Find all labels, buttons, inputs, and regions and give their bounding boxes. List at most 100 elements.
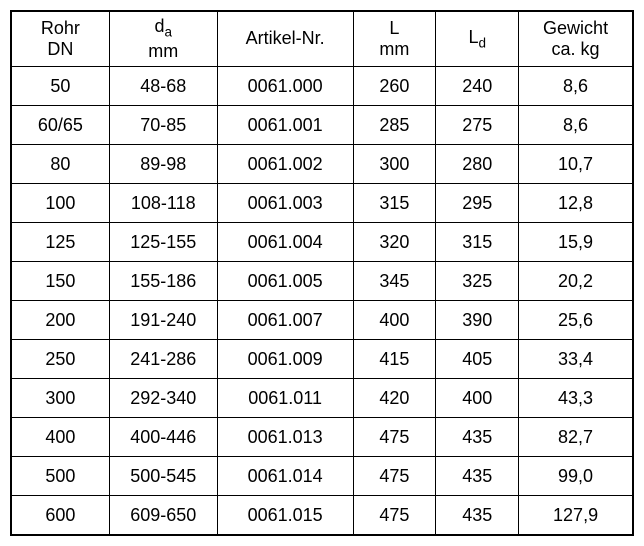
- cell-l_mm: 400: [353, 301, 436, 340]
- cell-gewicht: 8,6: [519, 106, 633, 145]
- cell-artikel_nr: 0061.005: [217, 262, 353, 301]
- cell-ld: 315: [436, 223, 519, 262]
- col-header-line2: mm: [379, 39, 409, 59]
- col-header-ld: Ld: [436, 11, 519, 67]
- cell-l_mm: 420: [353, 379, 436, 418]
- cell-gewicht: 12,8: [519, 184, 633, 223]
- cell-rohr_dn: 200: [11, 301, 109, 340]
- cell-da_mm: 108-118: [109, 184, 217, 223]
- col-header-line1: d: [155, 16, 165, 36]
- cell-artikel_nr: 0061.015: [217, 496, 353, 536]
- cell-rohr_dn: 600: [11, 496, 109, 536]
- cell-ld: 325: [436, 262, 519, 301]
- cell-ld: 240: [436, 67, 519, 106]
- cell-gewicht: 15,9: [519, 223, 633, 262]
- cell-l_mm: 315: [353, 184, 436, 223]
- cell-gewicht: 33,4: [519, 340, 633, 379]
- table-row: 600609-6500061.015475435127,9: [11, 496, 633, 536]
- cell-rohr_dn: 80: [11, 145, 109, 184]
- cell-rohr_dn: 500: [11, 457, 109, 496]
- cell-ld: 390: [436, 301, 519, 340]
- cell-ld: 280: [436, 145, 519, 184]
- col-header-line1: L: [468, 27, 478, 47]
- cell-da_mm: 241-286: [109, 340, 217, 379]
- cell-ld: 400: [436, 379, 519, 418]
- col-header-sub: a: [165, 25, 173, 40]
- table-row: 400400-4460061.01347543582,7: [11, 418, 633, 457]
- col-header-line1: L: [389, 18, 399, 38]
- col-header-sub: d: [478, 35, 486, 50]
- table-row: 150155-1860061.00534532520,2: [11, 262, 633, 301]
- cell-gewicht: 43,3: [519, 379, 633, 418]
- cell-l_mm: 285: [353, 106, 436, 145]
- col-header-gewicht: Gewichtca. kg: [519, 11, 633, 67]
- cell-artikel_nr: 0061.009: [217, 340, 353, 379]
- cell-artikel_nr: 0061.014: [217, 457, 353, 496]
- cell-rohr_dn: 250: [11, 340, 109, 379]
- cell-l_mm: 415: [353, 340, 436, 379]
- col-header-line2: mm: [148, 41, 178, 61]
- col-header-rohr_dn: RohrDN: [11, 11, 109, 67]
- cell-l_mm: 475: [353, 496, 436, 536]
- col-header-da_mm: damm: [109, 11, 217, 67]
- cell-artikel_nr: 0061.002: [217, 145, 353, 184]
- cell-l_mm: 475: [353, 457, 436, 496]
- col-header-line2: ca. kg: [552, 39, 600, 59]
- cell-gewicht: 20,2: [519, 262, 633, 301]
- cell-da_mm: 609-650: [109, 496, 217, 536]
- cell-gewicht: 25,6: [519, 301, 633, 340]
- col-header-artikel_nr: Artikel-Nr.: [217, 11, 353, 67]
- cell-artikel_nr: 0061.001: [217, 106, 353, 145]
- table-row: 8089-980061.00230028010,7: [11, 145, 633, 184]
- cell-da_mm: 292-340: [109, 379, 217, 418]
- cell-gewicht: 82,7: [519, 418, 633, 457]
- cell-artikel_nr: 0061.013: [217, 418, 353, 457]
- cell-da_mm: 89-98: [109, 145, 217, 184]
- cell-ld: 435: [436, 457, 519, 496]
- cell-artikel_nr: 0061.007: [217, 301, 353, 340]
- cell-gewicht: 99,0: [519, 457, 633, 496]
- cell-l_mm: 345: [353, 262, 436, 301]
- cell-artikel_nr: 0061.003: [217, 184, 353, 223]
- cell-l_mm: 260: [353, 67, 436, 106]
- cell-l_mm: 300: [353, 145, 436, 184]
- cell-da_mm: 191-240: [109, 301, 217, 340]
- col-header-l_mm: Lmm: [353, 11, 436, 67]
- cell-ld: 295: [436, 184, 519, 223]
- cell-ld: 435: [436, 496, 519, 536]
- col-header-line1: Rohr: [41, 18, 80, 38]
- cell-artikel_nr: 0061.000: [217, 67, 353, 106]
- col-header-line2: DN: [47, 39, 73, 59]
- cell-ld: 405: [436, 340, 519, 379]
- cell-rohr_dn: 125: [11, 223, 109, 262]
- cell-rohr_dn: 100: [11, 184, 109, 223]
- cell-rohr_dn: 400: [11, 418, 109, 457]
- cell-artikel_nr: 0061.011: [217, 379, 353, 418]
- cell-gewicht: 127,9: [519, 496, 633, 536]
- spec-table: RohrDNdammArtikel-Nr.LmmLdGewichtca. kg …: [10, 10, 634, 536]
- col-header-line1: Artikel-Nr.: [246, 28, 325, 48]
- cell-rohr_dn: 50: [11, 67, 109, 106]
- table-header-row: RohrDNdammArtikel-Nr.LmmLdGewichtca. kg: [11, 11, 633, 67]
- cell-gewicht: 10,7: [519, 145, 633, 184]
- table-row: 5048-680061.0002602408,6: [11, 67, 633, 106]
- cell-ld: 435: [436, 418, 519, 457]
- table-row: 250241-2860061.00941540533,4: [11, 340, 633, 379]
- table-row: 500500-5450061.01447543599,0: [11, 457, 633, 496]
- cell-gewicht: 8,6: [519, 67, 633, 106]
- cell-l_mm: 320: [353, 223, 436, 262]
- cell-rohr_dn: 60/65: [11, 106, 109, 145]
- cell-da_mm: 400-446: [109, 418, 217, 457]
- table-row: 100108-1180061.00331529512,8: [11, 184, 633, 223]
- cell-rohr_dn: 300: [11, 379, 109, 418]
- table-row: 300292-3400061.01142040043,3: [11, 379, 633, 418]
- cell-artikel_nr: 0061.004: [217, 223, 353, 262]
- cell-rohr_dn: 150: [11, 262, 109, 301]
- cell-da_mm: 48-68: [109, 67, 217, 106]
- cell-ld: 275: [436, 106, 519, 145]
- cell-da_mm: 70-85: [109, 106, 217, 145]
- cell-l_mm: 475: [353, 418, 436, 457]
- col-header-line1: Gewicht: [543, 18, 608, 38]
- table-row: 60/6570-850061.0012852758,6: [11, 106, 633, 145]
- table-row: 200191-2400061.00740039025,6: [11, 301, 633, 340]
